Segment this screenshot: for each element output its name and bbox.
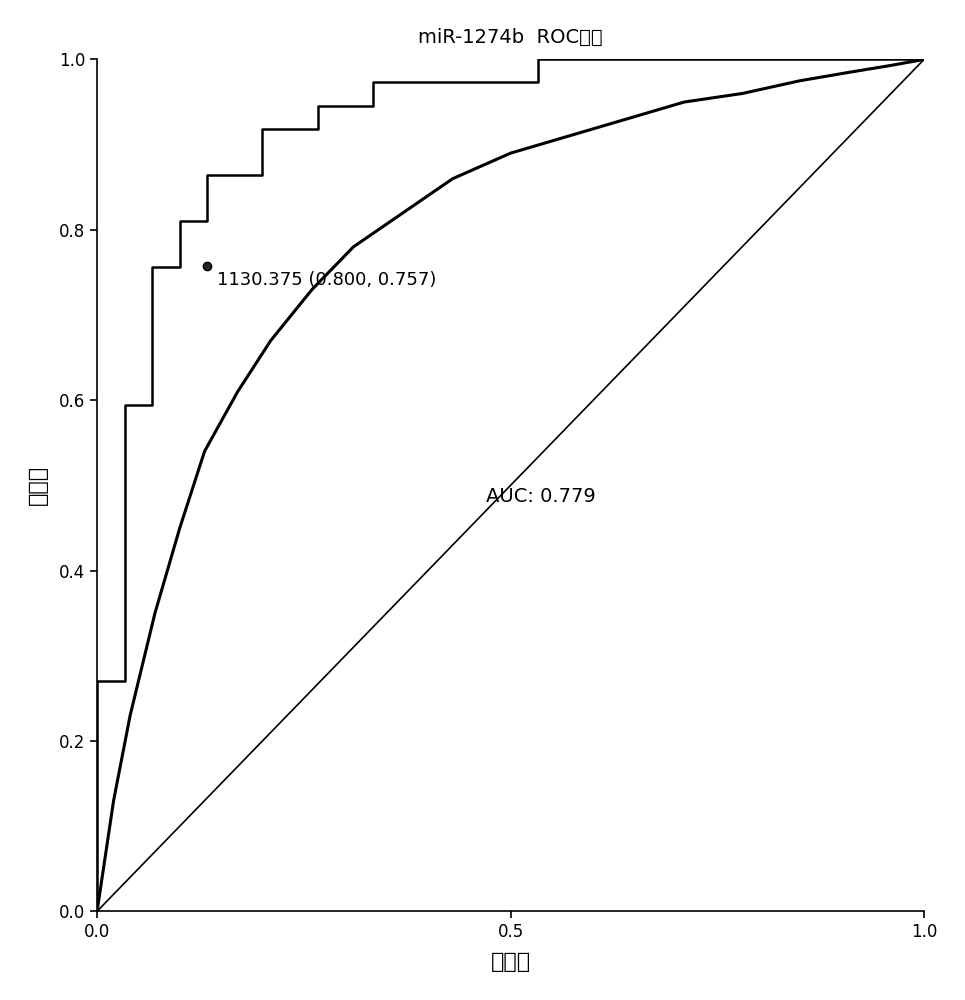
Y-axis label: 敏感性: 敏感性 — [28, 465, 48, 505]
X-axis label: 特异性: 特异性 — [490, 952, 531, 972]
Text: AUC: 0.779: AUC: 0.779 — [485, 487, 595, 506]
Title: miR-1274b  ROC曲线: miR-1274b ROC曲线 — [418, 28, 603, 47]
Text: 1130.375 (0.800, 0.757): 1130.375 (0.800, 0.757) — [217, 271, 436, 289]
